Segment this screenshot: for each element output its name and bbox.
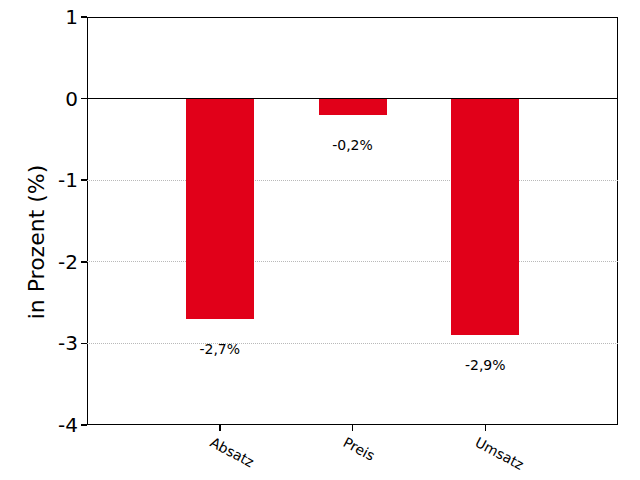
y-tick-0 [81, 98, 87, 100]
y-tick-label-0: 0 [18, 87, 78, 111]
bar-value-label-absatz: -2,7% [160, 341, 280, 357]
x-tick-label-absatz: Absatz [207, 434, 256, 470]
y-tick--3 [81, 343, 87, 345]
y-tick-label--2: -2 [18, 250, 78, 274]
bar-absatz [186, 99, 254, 319]
bar-value-label-preis: -0,2% [293, 137, 413, 153]
bar-umsatz [451, 99, 519, 336]
bar-preis [319, 99, 387, 115]
bar-chart: in Prozent (%) -2,7%-0,2%-2,9%10-1-2-3-4… [0, 0, 640, 480]
gridline-y-2 [87, 261, 618, 262]
y-tick-label--4: -4 [18, 413, 78, 437]
y-tick--2 [81, 261, 87, 263]
y-tick-label--3: -3 [18, 331, 78, 355]
x-tick-label-preis: Preis [340, 434, 377, 464]
x-tick-absatz [219, 425, 221, 431]
y-tick--1 [81, 179, 87, 181]
y-tick-label--1: -1 [18, 168, 78, 192]
y-tick--4 [81, 424, 87, 426]
y-tick-label-1: 1 [18, 5, 78, 29]
y-tick-1 [81, 16, 87, 18]
x-tick-preis [352, 425, 354, 431]
x-tick-label-umsatz: Umsatz [473, 434, 527, 473]
x-tick-umsatz [485, 425, 487, 431]
gridline-y-1 [87, 180, 618, 181]
bar-value-label-umsatz: -2,9% [425, 357, 545, 373]
